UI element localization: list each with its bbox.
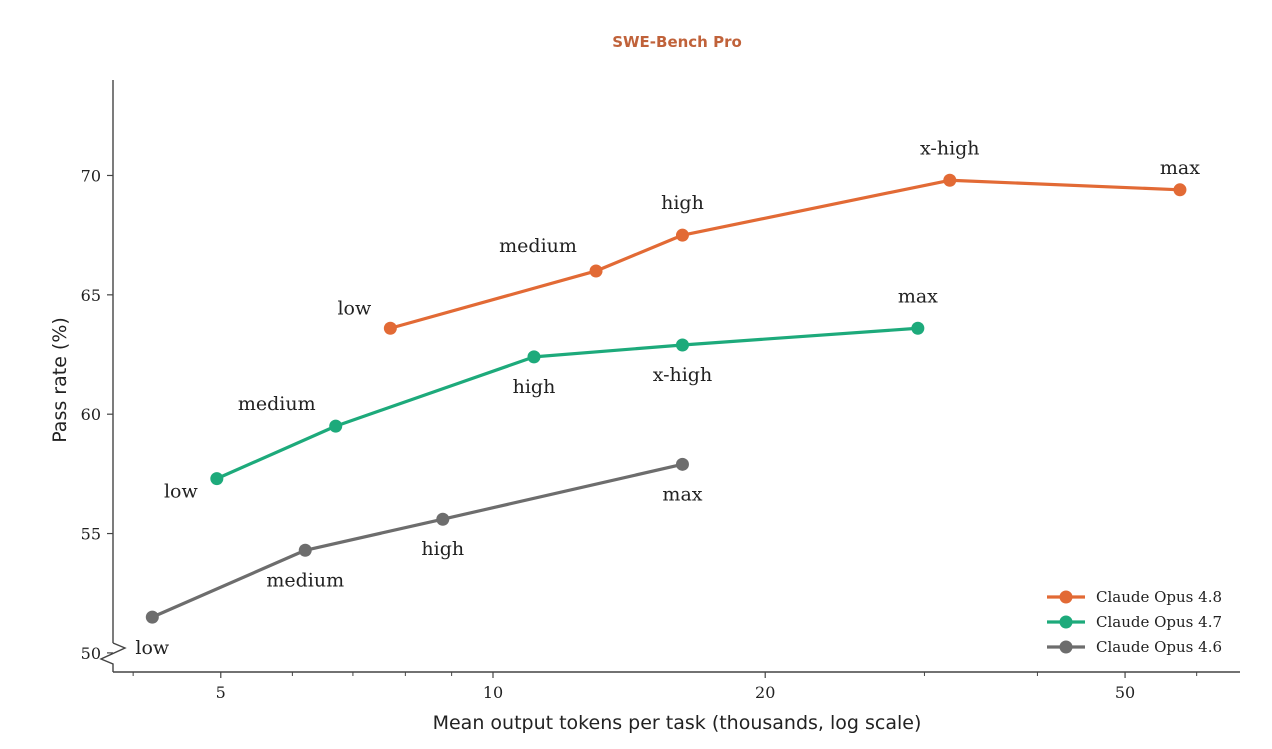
data-point-label: low: [337, 297, 372, 319]
y-ticks: 50 55 60 65 70: [81, 166, 113, 663]
legend-marker: [1059, 615, 1073, 629]
legend-item: Claude Opus 4.7: [1047, 613, 1222, 631]
series-1: low medium high x-high max: [337, 137, 1200, 335]
data-point-label: max: [898, 285, 938, 307]
legend-label: Claude Opus 4.7: [1096, 613, 1222, 631]
y-axis-break: [99, 642, 127, 672]
data-point-label: low: [164, 481, 199, 503]
data-point-label: low: [135, 637, 170, 659]
data-point: [329, 419, 343, 433]
data-point-label: medium: [499, 235, 577, 257]
data-point-label: x-high: [920, 137, 980, 159]
x-ticks: 5 10 20 50: [132, 672, 1198, 702]
data-point-label: x-high: [653, 364, 713, 386]
x-tick-label: 10: [483, 683, 503, 702]
data-point: [911, 321, 925, 335]
y-tick-label: 65: [81, 286, 101, 305]
data-point: [675, 338, 689, 352]
legend: Claude Opus 4.8 Claude Opus 4.7 Claude Opu…: [1047, 588, 1222, 656]
series-2: low medium high x-high max: [164, 285, 938, 502]
data-point-label: high: [661, 192, 704, 214]
data-point: [675, 457, 689, 471]
data-point: [943, 173, 957, 187]
x-tick-label: 5: [216, 683, 226, 702]
data-point: [527, 350, 541, 364]
data-point: [210, 472, 224, 486]
plot-area: low medium high x-high max low medium high x-hig…: [135, 137, 1200, 659]
data-point: [436, 512, 450, 526]
data-point: [1173, 183, 1187, 197]
y-tick-label: 70: [81, 166, 101, 185]
y-tick-label: 50: [81, 644, 101, 663]
data-point: [589, 264, 603, 278]
data-point-label: max: [662, 483, 702, 505]
series-3: low medium high max: [135, 457, 703, 659]
y-tick-label: 60: [81, 405, 101, 424]
axes: [99, 80, 1240, 673]
data-point: [298, 543, 312, 557]
legend-marker: [1059, 590, 1073, 604]
legend-item: Claude Opus 4.8: [1047, 588, 1222, 606]
data-point: [383, 321, 397, 335]
data-point-label: medium: [266, 569, 344, 591]
data-point-label: medium: [238, 393, 316, 415]
legend-label: Claude Opus 4.8: [1096, 588, 1222, 606]
x-tick-label: 50: [1115, 683, 1135, 702]
data-point: [675, 228, 689, 242]
data-point-label: max: [1160, 157, 1200, 179]
x-tick-label: 20: [755, 683, 775, 702]
legend-item: Claude Opus 4.6: [1047, 638, 1222, 656]
x-axis-label: Mean output tokens per task (thousands, …: [433, 712, 922, 734]
y-axis-label: Pass rate (%): [49, 317, 71, 443]
data-point: [145, 610, 159, 624]
series-line: [151, 462, 683, 619]
legend-marker: [1059, 640, 1073, 654]
y-tick-label: 55: [81, 525, 101, 544]
chart-title: SWE-Bench Pro: [612, 33, 742, 51]
series-line: [216, 326, 918, 481]
data-point-label: high: [513, 376, 556, 398]
data-point-label: high: [421, 538, 464, 560]
legend-label: Claude Opus 4.6: [1096, 638, 1222, 656]
